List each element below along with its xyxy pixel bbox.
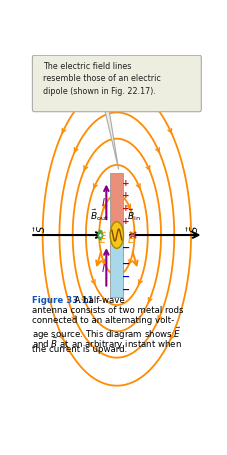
Text: +: + bbox=[121, 192, 129, 201]
Text: +: + bbox=[121, 204, 129, 213]
FancyBboxPatch shape bbox=[115, 235, 118, 239]
Circle shape bbox=[110, 222, 123, 248]
Text: $\vec{S}$: $\vec{S}$ bbox=[185, 225, 200, 233]
Text: Figure 33.11: Figure 33.11 bbox=[32, 296, 93, 305]
Text: $\vec{S}$: $\vec{S}$ bbox=[33, 225, 48, 233]
Text: $I$: $I$ bbox=[100, 263, 105, 274]
Text: $\vec{B}_{\rm out}$: $\vec{B}_{\rm out}$ bbox=[90, 208, 108, 223]
Text: antenna consists of two metal rods: antenna consists of two metal rods bbox=[32, 306, 183, 315]
Polygon shape bbox=[104, 109, 118, 169]
Text: +: + bbox=[121, 217, 129, 226]
Text: age source. This diagram shows $\vec{E}$: age source. This diagram shows $\vec{E}$ bbox=[32, 326, 180, 342]
Text: $\vec{B}_{\rm in}$: $\vec{B}_{\rm in}$ bbox=[127, 208, 140, 223]
Text: and $\vec{B}$ at an arbitrary instant when: and $\vec{B}$ at an arbitrary instant wh… bbox=[32, 336, 181, 352]
FancyBboxPatch shape bbox=[110, 239, 123, 297]
FancyBboxPatch shape bbox=[32, 56, 200, 112]
Text: −: − bbox=[121, 285, 129, 295]
Text: $\vec{E}$: $\vec{E}$ bbox=[126, 231, 134, 247]
Text: $I$: $I$ bbox=[100, 196, 105, 208]
Text: −: − bbox=[121, 243, 129, 253]
Text: −: − bbox=[121, 259, 129, 269]
Text: The electric field lines
resemble those of an electric
dipole (shown in Fig. 22.: The electric field lines resemble those … bbox=[42, 61, 160, 96]
FancyBboxPatch shape bbox=[110, 173, 123, 231]
Circle shape bbox=[98, 231, 102, 240]
FancyBboxPatch shape bbox=[115, 231, 118, 235]
Text: A half-wave: A half-wave bbox=[69, 296, 124, 305]
Text: −: − bbox=[121, 272, 129, 282]
Text: connected to an alternating volt-: connected to an alternating volt- bbox=[32, 316, 173, 325]
Text: the current is upward.: the current is upward. bbox=[32, 345, 127, 354]
Text: $\vec{E}$: $\vec{E}$ bbox=[98, 231, 106, 247]
Text: +: + bbox=[121, 179, 129, 188]
